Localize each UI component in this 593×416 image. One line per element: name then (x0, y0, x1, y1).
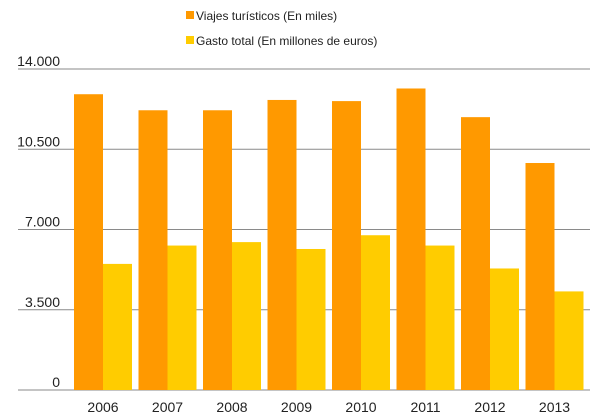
x-category-label: 2006 (87, 399, 118, 415)
x-category-label: 2012 (474, 399, 505, 415)
y-tick-label: 7.000 (25, 214, 60, 230)
bar-viajes-2007 (138, 110, 168, 391)
bar-gasto-2010 (361, 235, 390, 390)
y-axis-tick-labels: 0 3.500 7.000 10.500 14.000 (17, 53, 60, 390)
bar-viajes-2008 (203, 110, 232, 391)
bar-viajes-2012 (461, 117, 490, 391)
bar-viajes-2010 (332, 101, 361, 390)
legend-label-gasto: Gasto total (En millones de euros) (196, 34, 377, 48)
bar-gasto-2011 (425, 245, 455, 390)
x-category-label: 2011 (410, 399, 440, 415)
x-category-label: 2007 (152, 399, 183, 415)
x-category-label: 2010 (345, 399, 376, 415)
y-tick-label: 3.500 (25, 294, 60, 310)
x-category-label: 2008 (216, 399, 247, 415)
y-tick-label: 14.000 (17, 53, 60, 69)
legend-swatch-gasto (186, 36, 194, 44)
x-category-label: 2009 (281, 399, 312, 415)
bar-gasto-2009 (296, 248, 326, 390)
x-category-label: 2013 (539, 399, 570, 415)
bar-viajes-2011 (396, 88, 426, 390)
x-axis-category-labels: 2006 2007 2008 2009 2010 2011 2012 2013 (87, 399, 570, 415)
y-tick-label: 0 (52, 374, 60, 390)
y-tick-label: 10.500 (17, 133, 60, 149)
legend: Viajes turísticos (En miles) Gasto total … (186, 9, 377, 48)
bars (74, 88, 584, 391)
bar-gasto-2013 (554, 291, 584, 390)
legend-label-viajes: Viajes turísticos (En miles) (196, 9, 337, 23)
legend-swatch-viajes (186, 11, 194, 19)
bar-gasto-2007 (167, 245, 197, 390)
bar-gasto-2008 (232, 242, 261, 390)
bar-viajes-2009 (267, 99, 297, 390)
bar-gasto-2006 (103, 263, 132, 390)
bar-gasto-2012 (490, 268, 519, 390)
bar-viajes-2013 (525, 163, 555, 390)
bar-viajes-2006 (74, 94, 103, 390)
